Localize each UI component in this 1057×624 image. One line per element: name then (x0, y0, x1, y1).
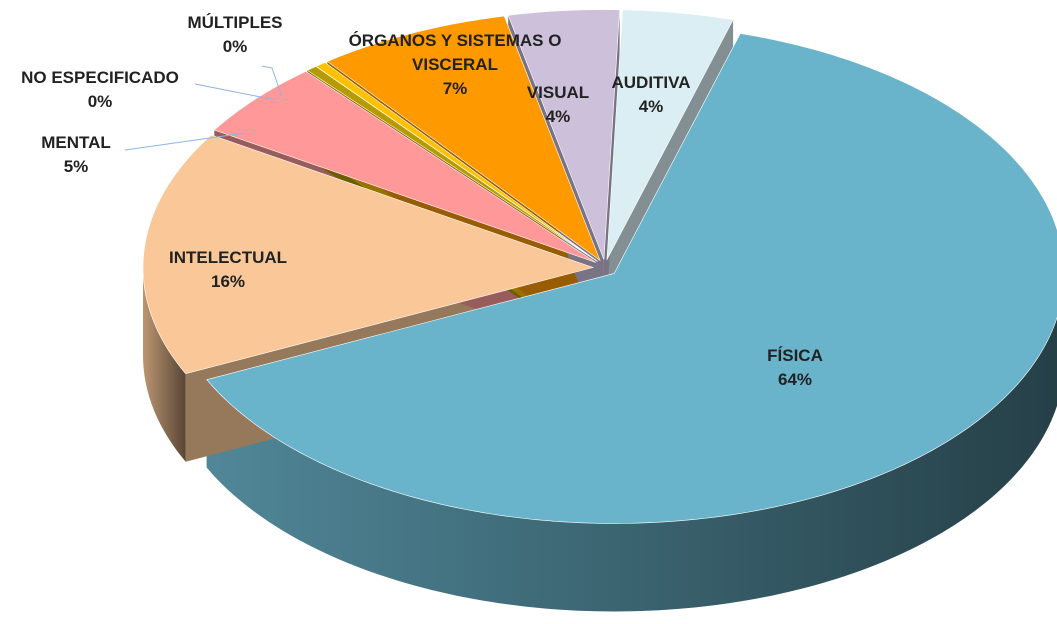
data-label: VISUAL 4% (518, 81, 598, 129)
category-label: AUDITIVA (611, 73, 691, 92)
slice-wall (206, 317, 1057, 612)
value-label: 7% (442, 79, 468, 98)
category-label: INTELECTUAL (168, 248, 288, 267)
category-label: VISUAL (526, 83, 590, 102)
pie-slice (213, 71, 597, 263)
pie-slice (326, 15, 601, 262)
leader-line (124, 132, 246, 151)
data-label: INTELECTUAL 16% (148, 246, 308, 294)
leader-line (261, 65, 283, 98)
pie-slice (606, 9, 734, 260)
data-label: FÍSICA 64% (735, 344, 855, 392)
category-label: MÚLTIPLES (187, 13, 283, 32)
data-label: AUDITIVA 4% (591, 71, 711, 119)
pie-slice (206, 33, 1057, 524)
value-label: 64% (777, 370, 813, 389)
category-label: NO ESPECIFICADO (21, 68, 179, 87)
value-label: 4% (545, 107, 571, 126)
value-label: 0% (222, 37, 248, 56)
pie-slice (142, 134, 595, 375)
data-label: MENTAL 5% (16, 131, 136, 179)
category-label: ÓRGANOS Y SISTEMAS O VISCERAL (348, 31, 562, 74)
value-label: 0% (87, 92, 113, 111)
data-label: MÚLTIPLES 0% (165, 11, 305, 59)
leader-line (194, 83, 277, 101)
category-label: MENTAL (41, 133, 111, 152)
category-label: FÍSICA (767, 346, 823, 365)
value-label: 5% (63, 157, 89, 176)
pie-slice (315, 62, 598, 262)
value-label: 4% (638, 97, 664, 116)
value-label: 16% (210, 272, 246, 291)
pie-slice (507, 9, 620, 260)
data-label: ÓRGANOS Y SISTEMAS O VISCERAL 7% (348, 29, 563, 101)
slice-wall (143, 267, 186, 462)
data-label: NO ESPECIFICADO 0% (0, 66, 200, 114)
